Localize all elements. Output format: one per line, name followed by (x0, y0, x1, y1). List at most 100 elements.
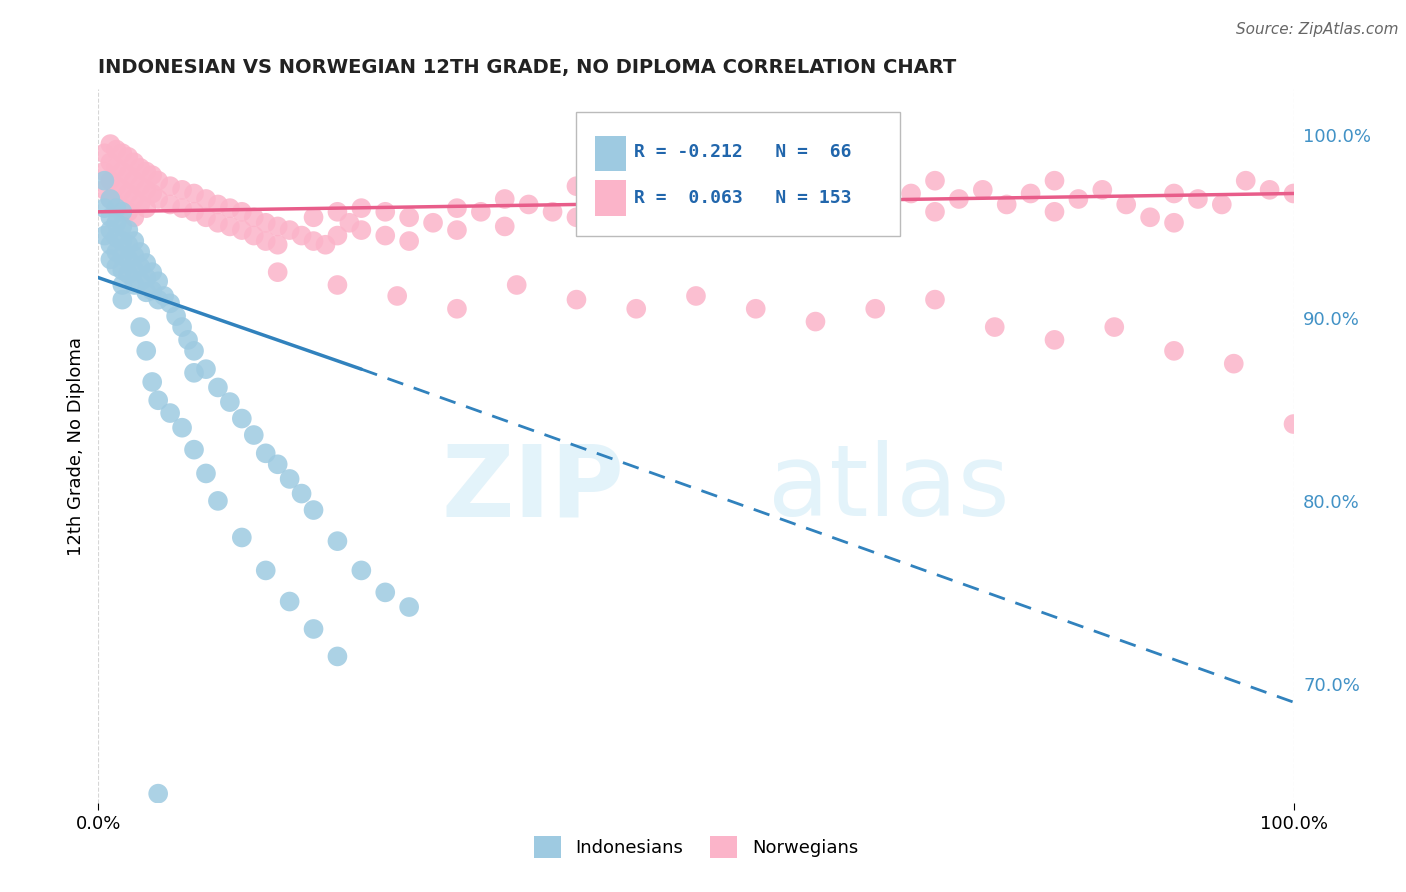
Point (129, 197, 152, 211)
Point (172, 320, 194, 334)
Point (141, 284, 163, 298)
Point (207, 197, 229, 211)
Point (148, 393, 170, 408)
Point (852, 192, 875, 206)
Point (129, 260, 152, 274)
Point (129, 161, 152, 175)
Point (124, 263, 146, 277)
Text: R =  0.063   N = 153: R = 0.063 N = 153 (634, 189, 852, 207)
Point (111, 293, 134, 307)
Point (315, 237, 337, 252)
Point (124, 277, 146, 292)
Point (626, 301, 648, 316)
Point (93, 183, 115, 197)
Point (565, 293, 588, 307)
Point (326, 649, 349, 664)
Point (172, 183, 194, 197)
Point (117, 223, 139, 237)
Point (1282, 186, 1305, 201)
Point (98, 223, 122, 237)
Point (124, 211, 146, 225)
Point (900, 186, 922, 201)
Point (148, 174, 170, 188)
Point (876, 179, 898, 194)
Point (326, 228, 349, 243)
Point (98, 237, 122, 252)
Point (565, 179, 588, 194)
Point (302, 234, 325, 248)
Point (231, 204, 253, 219)
Point (111, 249, 134, 263)
Point (291, 486, 314, 500)
Point (219, 201, 242, 215)
Point (219, 219, 242, 234)
Point (733, 192, 755, 206)
Point (183, 204, 205, 219)
Point (1019, 186, 1042, 201)
Point (385, 289, 409, 303)
Point (148, 787, 170, 801)
Point (326, 204, 349, 219)
Point (302, 211, 325, 225)
Point (105, 245, 128, 260)
Point (565, 211, 588, 225)
Point (326, 534, 349, 549)
Point (105, 216, 128, 230)
Point (589, 186, 612, 201)
Point (105, 161, 128, 175)
Point (153, 289, 176, 303)
Point (780, 197, 803, 211)
Point (254, 216, 277, 230)
Point (105, 179, 128, 194)
Point (470, 204, 492, 219)
Point (117, 186, 139, 201)
Point (159, 197, 181, 211)
Point (804, 204, 827, 219)
Point (685, 289, 707, 303)
Point (111, 201, 134, 215)
Point (117, 252, 139, 267)
Point (291, 228, 314, 243)
Point (124, 234, 146, 248)
Point (267, 265, 290, 279)
Point (98, 192, 122, 206)
Point (129, 274, 152, 288)
Point (141, 265, 163, 279)
Point (105, 143, 128, 157)
Point (159, 296, 181, 310)
Point (863, 301, 887, 316)
Point (278, 472, 301, 486)
Point (98, 174, 122, 188)
Point (148, 274, 170, 288)
Point (267, 237, 290, 252)
Point (231, 411, 253, 425)
Point (141, 375, 163, 389)
Point (1067, 192, 1090, 206)
Point (148, 192, 170, 206)
Point (231, 531, 253, 545)
Point (129, 179, 152, 194)
Point (984, 320, 1007, 334)
Point (685, 204, 707, 219)
Point (93, 201, 115, 215)
Point (172, 201, 194, 215)
Point (494, 219, 516, 234)
Point (1043, 204, 1066, 219)
Point (105, 260, 128, 274)
Point (129, 320, 152, 334)
Point (117, 237, 139, 252)
Point (254, 563, 277, 577)
Point (1163, 216, 1185, 230)
Point (924, 293, 946, 307)
Point (111, 263, 134, 277)
Point (124, 155, 146, 169)
Point (135, 285, 157, 300)
Point (243, 228, 266, 243)
Point (111, 219, 134, 234)
Point (924, 204, 946, 219)
Point (1234, 174, 1257, 188)
Point (302, 622, 325, 636)
Y-axis label: 12th Grade, No Diploma: 12th Grade, No Diploma (66, 336, 84, 556)
Point (1139, 211, 1161, 225)
Point (517, 197, 540, 211)
